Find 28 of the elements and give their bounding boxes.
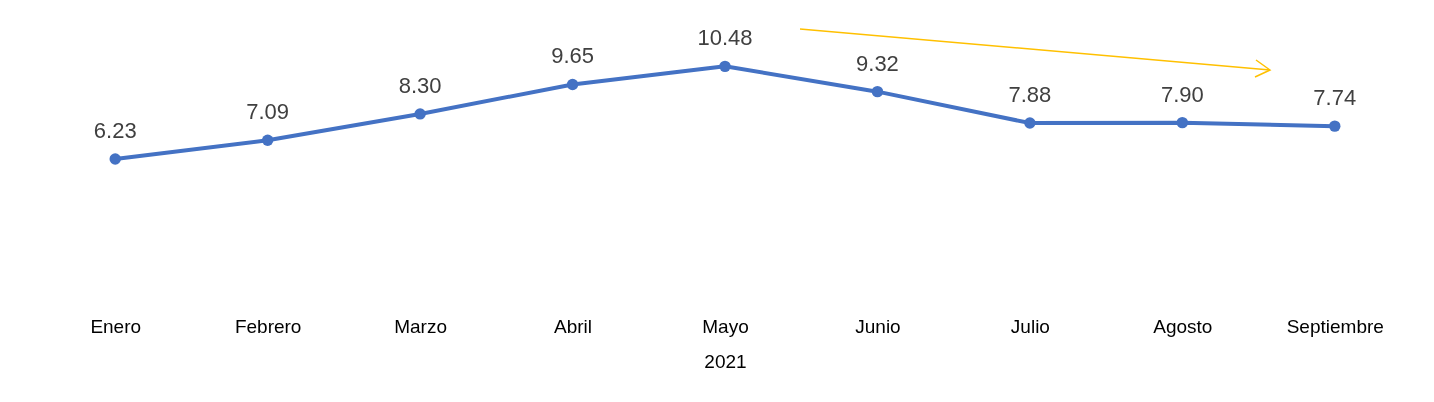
x-tick-label: Septiembre bbox=[1286, 315, 1384, 337]
x-tick-label: Julio bbox=[1010, 315, 1050, 337]
data-label: 7.09 bbox=[246, 99, 290, 125]
x-axis-title: 2021 bbox=[704, 350, 747, 372]
x-tick-label: Agosto bbox=[1153, 315, 1213, 337]
x-tick-label: Febrero bbox=[234, 315, 302, 337]
data-label: 7.88 bbox=[1008, 82, 1052, 108]
data-label: 10.48 bbox=[697, 25, 753, 51]
point bbox=[1329, 120, 1341, 132]
data-label: 7.74 bbox=[1313, 85, 1357, 111]
point bbox=[109, 153, 121, 165]
point bbox=[414, 108, 426, 120]
x-tick-label: Abril bbox=[554, 315, 593, 337]
point bbox=[261, 134, 274, 146]
point bbox=[1024, 117, 1036, 129]
x-tick-label: Mayo bbox=[702, 315, 749, 337]
point bbox=[1176, 116, 1189, 129]
data-label: 9.65 bbox=[551, 43, 594, 69]
point bbox=[566, 78, 579, 91]
x-tick-label: Junio bbox=[855, 315, 901, 337]
point bbox=[871, 85, 884, 98]
x-tick-label: Enero bbox=[90, 315, 142, 337]
data-label: 6.23 bbox=[93, 118, 137, 144]
x-tick-label: Marzo bbox=[394, 315, 448, 337]
data-label: 9.32 bbox=[856, 50, 899, 76]
data-label: 7.90 bbox=[1160, 81, 1204, 107]
data-label: 8.30 bbox=[398, 72, 442, 98]
point bbox=[719, 60, 731, 73]
